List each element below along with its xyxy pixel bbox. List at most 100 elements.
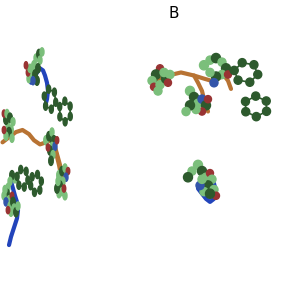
Circle shape [3, 185, 7, 194]
Circle shape [29, 182, 33, 190]
Circle shape [4, 198, 8, 206]
Circle shape [17, 181, 21, 189]
Circle shape [32, 61, 36, 70]
Circle shape [199, 61, 208, 70]
Circle shape [148, 77, 156, 85]
Circle shape [38, 186, 42, 194]
Circle shape [200, 187, 208, 196]
Circle shape [197, 166, 206, 176]
Circle shape [218, 70, 226, 79]
Circle shape [50, 142, 54, 151]
Circle shape [44, 136, 48, 145]
Circle shape [61, 177, 65, 185]
Circle shape [230, 66, 238, 74]
Circle shape [160, 68, 168, 77]
Circle shape [6, 206, 10, 214]
Circle shape [16, 202, 20, 210]
Circle shape [38, 56, 42, 64]
Circle shape [208, 175, 216, 183]
Circle shape [33, 70, 37, 79]
Circle shape [63, 192, 67, 200]
Circle shape [252, 92, 260, 100]
Circle shape [52, 88, 56, 96]
Circle shape [54, 98, 58, 106]
Circle shape [211, 53, 220, 63]
Circle shape [51, 151, 55, 159]
Circle shape [262, 97, 270, 105]
Circle shape [183, 173, 192, 182]
Text: B: B [168, 6, 179, 21]
Circle shape [5, 110, 9, 118]
Circle shape [211, 72, 220, 81]
Circle shape [63, 164, 67, 172]
Circle shape [225, 71, 232, 78]
Circle shape [2, 192, 6, 200]
Circle shape [2, 126, 6, 134]
Circle shape [28, 64, 32, 72]
Circle shape [250, 61, 258, 69]
Circle shape [8, 177, 12, 185]
Circle shape [24, 62, 28, 69]
Circle shape [252, 112, 260, 121]
Circle shape [194, 99, 202, 107]
Circle shape [190, 93, 199, 102]
Circle shape [42, 92, 46, 100]
Circle shape [24, 167, 28, 175]
Circle shape [210, 185, 218, 194]
Circle shape [29, 68, 33, 77]
Circle shape [5, 189, 9, 198]
Circle shape [242, 107, 250, 116]
Circle shape [263, 107, 270, 115]
Circle shape [10, 171, 14, 180]
Circle shape [206, 56, 214, 64]
Circle shape [234, 76, 242, 84]
Circle shape [9, 208, 13, 216]
Circle shape [185, 86, 194, 95]
Circle shape [47, 85, 51, 93]
Circle shape [11, 118, 15, 126]
Circle shape [11, 197, 15, 206]
Circle shape [188, 167, 196, 175]
Circle shape [37, 49, 41, 59]
Circle shape [238, 59, 246, 67]
Circle shape [218, 58, 226, 66]
Circle shape [8, 202, 12, 210]
Circle shape [58, 102, 62, 111]
Circle shape [53, 142, 57, 151]
Circle shape [204, 181, 213, 190]
Circle shape [196, 181, 204, 190]
Circle shape [64, 173, 68, 181]
Circle shape [36, 171, 39, 179]
Circle shape [15, 172, 19, 180]
Circle shape [19, 165, 23, 174]
Circle shape [154, 87, 162, 95]
Circle shape [7, 196, 11, 204]
Circle shape [63, 118, 67, 126]
Circle shape [204, 95, 211, 103]
Circle shape [48, 146, 52, 155]
Circle shape [8, 113, 12, 122]
Circle shape [10, 192, 14, 199]
Circle shape [12, 204, 16, 212]
Circle shape [32, 188, 36, 197]
Circle shape [222, 64, 230, 73]
Circle shape [202, 173, 210, 181]
Circle shape [198, 175, 206, 183]
Circle shape [66, 168, 70, 175]
Circle shape [46, 144, 50, 151]
Circle shape [58, 181, 62, 190]
Circle shape [34, 54, 38, 62]
Circle shape [206, 170, 213, 177]
Circle shape [22, 183, 26, 191]
Circle shape [192, 105, 200, 114]
Circle shape [246, 78, 254, 86]
Circle shape [150, 83, 157, 91]
Circle shape [26, 176, 30, 184]
Circle shape [152, 70, 161, 79]
Circle shape [30, 173, 34, 181]
Circle shape [50, 128, 54, 136]
Circle shape [164, 79, 171, 86]
Circle shape [6, 122, 10, 130]
Circle shape [210, 79, 218, 87]
Circle shape [161, 74, 171, 83]
